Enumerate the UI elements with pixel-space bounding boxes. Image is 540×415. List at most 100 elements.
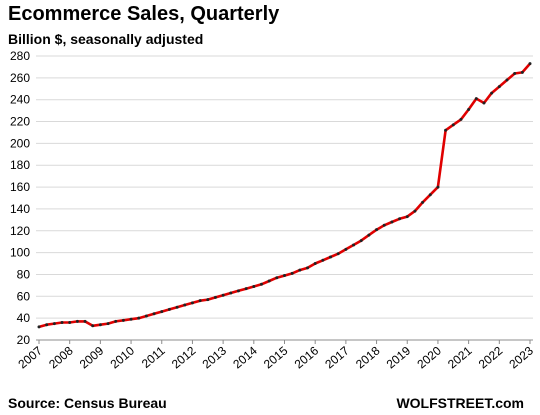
data-point	[160, 310, 164, 314]
y-tick-label: 100	[10, 246, 30, 260]
x-tick-label: 2021	[445, 343, 475, 371]
data-point	[428, 193, 432, 197]
data-point	[129, 317, 133, 321]
data-point	[520, 70, 524, 74]
y-tick-label: 120	[10, 224, 30, 238]
data-point	[167, 307, 171, 311]
data-point	[190, 301, 194, 305]
brand-label: WOLFSTREET.com	[396, 395, 524, 411]
series-line	[38, 62, 531, 329]
data-point	[359, 239, 363, 243]
data-point	[528, 62, 532, 66]
data-point	[91, 324, 95, 328]
data-point	[436, 185, 440, 189]
data-point	[198, 299, 202, 303]
data-point	[313, 262, 317, 266]
x-tick-label: 2014	[230, 343, 260, 371]
data-point	[68, 321, 72, 325]
data-point	[236, 289, 240, 293]
data-point	[144, 314, 148, 318]
data-point	[352, 243, 356, 247]
y-tick-label: 20	[17, 333, 31, 347]
data-point	[298, 268, 302, 272]
data-point	[221, 293, 225, 297]
y-tick-label: 260	[10, 71, 30, 85]
data-point	[121, 318, 125, 322]
x-tick-label: 2019	[384, 343, 414, 371]
x-tick-label: 2010	[108, 343, 138, 371]
chart-title: Ecommerce Sales, Quarterly	[8, 3, 280, 25]
data-point	[290, 271, 294, 275]
data-point	[321, 258, 325, 262]
data-point	[344, 247, 348, 251]
data-point	[244, 287, 248, 291]
y-tick-label: 180	[10, 158, 30, 172]
x-tick-label: 2023	[506, 343, 536, 371]
data-point	[390, 220, 394, 224]
data-point	[283, 274, 286, 278]
data-point	[52, 322, 56, 326]
data-point	[152, 312, 156, 316]
x-tick-label: 2009	[77, 343, 107, 371]
data-point	[60, 321, 64, 325]
y-tick-label: 240	[10, 93, 30, 107]
data-point	[306, 266, 310, 270]
data-point	[98, 323, 102, 327]
source-note: Source: Census Bureau	[8, 395, 167, 411]
x-tick-label: 2015	[261, 343, 291, 371]
data-point	[45, 323, 49, 327]
data-point	[229, 291, 233, 295]
data-point	[183, 303, 187, 307]
y-tick-label: 160	[10, 180, 30, 194]
data-point	[206, 298, 210, 302]
data-point	[367, 233, 371, 237]
data-point	[275, 276, 279, 280]
data-point	[37, 325, 41, 329]
x-tick-label: 2018	[353, 343, 383, 371]
data-point	[444, 128, 448, 132]
data-point	[83, 319, 87, 323]
y-tick-label: 80	[17, 267, 31, 281]
x-tick-label: 2012	[169, 343, 199, 371]
data-point	[375, 228, 379, 232]
y-tick-label: 140	[10, 202, 30, 216]
y-tick-label: 200	[10, 136, 30, 150]
data-point	[490, 91, 494, 95]
x-tick-label: 2016	[292, 343, 322, 371]
data-point	[114, 319, 118, 323]
x-tick-label: 2007	[15, 343, 45, 371]
y-tick-label: 280	[10, 49, 30, 63]
y-tick-label: 40	[17, 311, 31, 325]
data-point	[213, 295, 217, 299]
data-point	[467, 108, 471, 112]
data-point	[252, 284, 256, 288]
chart-subtitle: Billion $, seasonally adjusted	[8, 31, 204, 47]
y-tick-label: 220	[10, 115, 30, 129]
data-point	[106, 322, 110, 326]
data-point	[382, 223, 386, 227]
x-tick-label: 2008	[46, 343, 76, 371]
x-tick-label: 2022	[476, 343, 506, 371]
data-point	[175, 305, 179, 309]
data-point	[497, 85, 501, 89]
data-point	[459, 117, 463, 121]
data-point	[513, 71, 517, 75]
data-point	[137, 316, 141, 320]
data-point	[75, 319, 79, 323]
data-point	[482, 101, 486, 105]
data-point	[336, 252, 340, 256]
data-point	[413, 209, 417, 213]
x-tick-label: 2011	[139, 343, 168, 371]
data-point	[451, 123, 455, 127]
data-point	[329, 255, 333, 259]
data-point	[505, 78, 509, 82]
data-point	[421, 200, 425, 204]
data-point	[405, 215, 409, 219]
data-point	[267, 279, 271, 283]
x-tick-label: 2013	[200, 343, 230, 371]
x-tick-label: 2020	[414, 343, 444, 371]
data-point	[259, 282, 263, 286]
data-point	[474, 97, 478, 101]
data-point	[398, 217, 402, 221]
